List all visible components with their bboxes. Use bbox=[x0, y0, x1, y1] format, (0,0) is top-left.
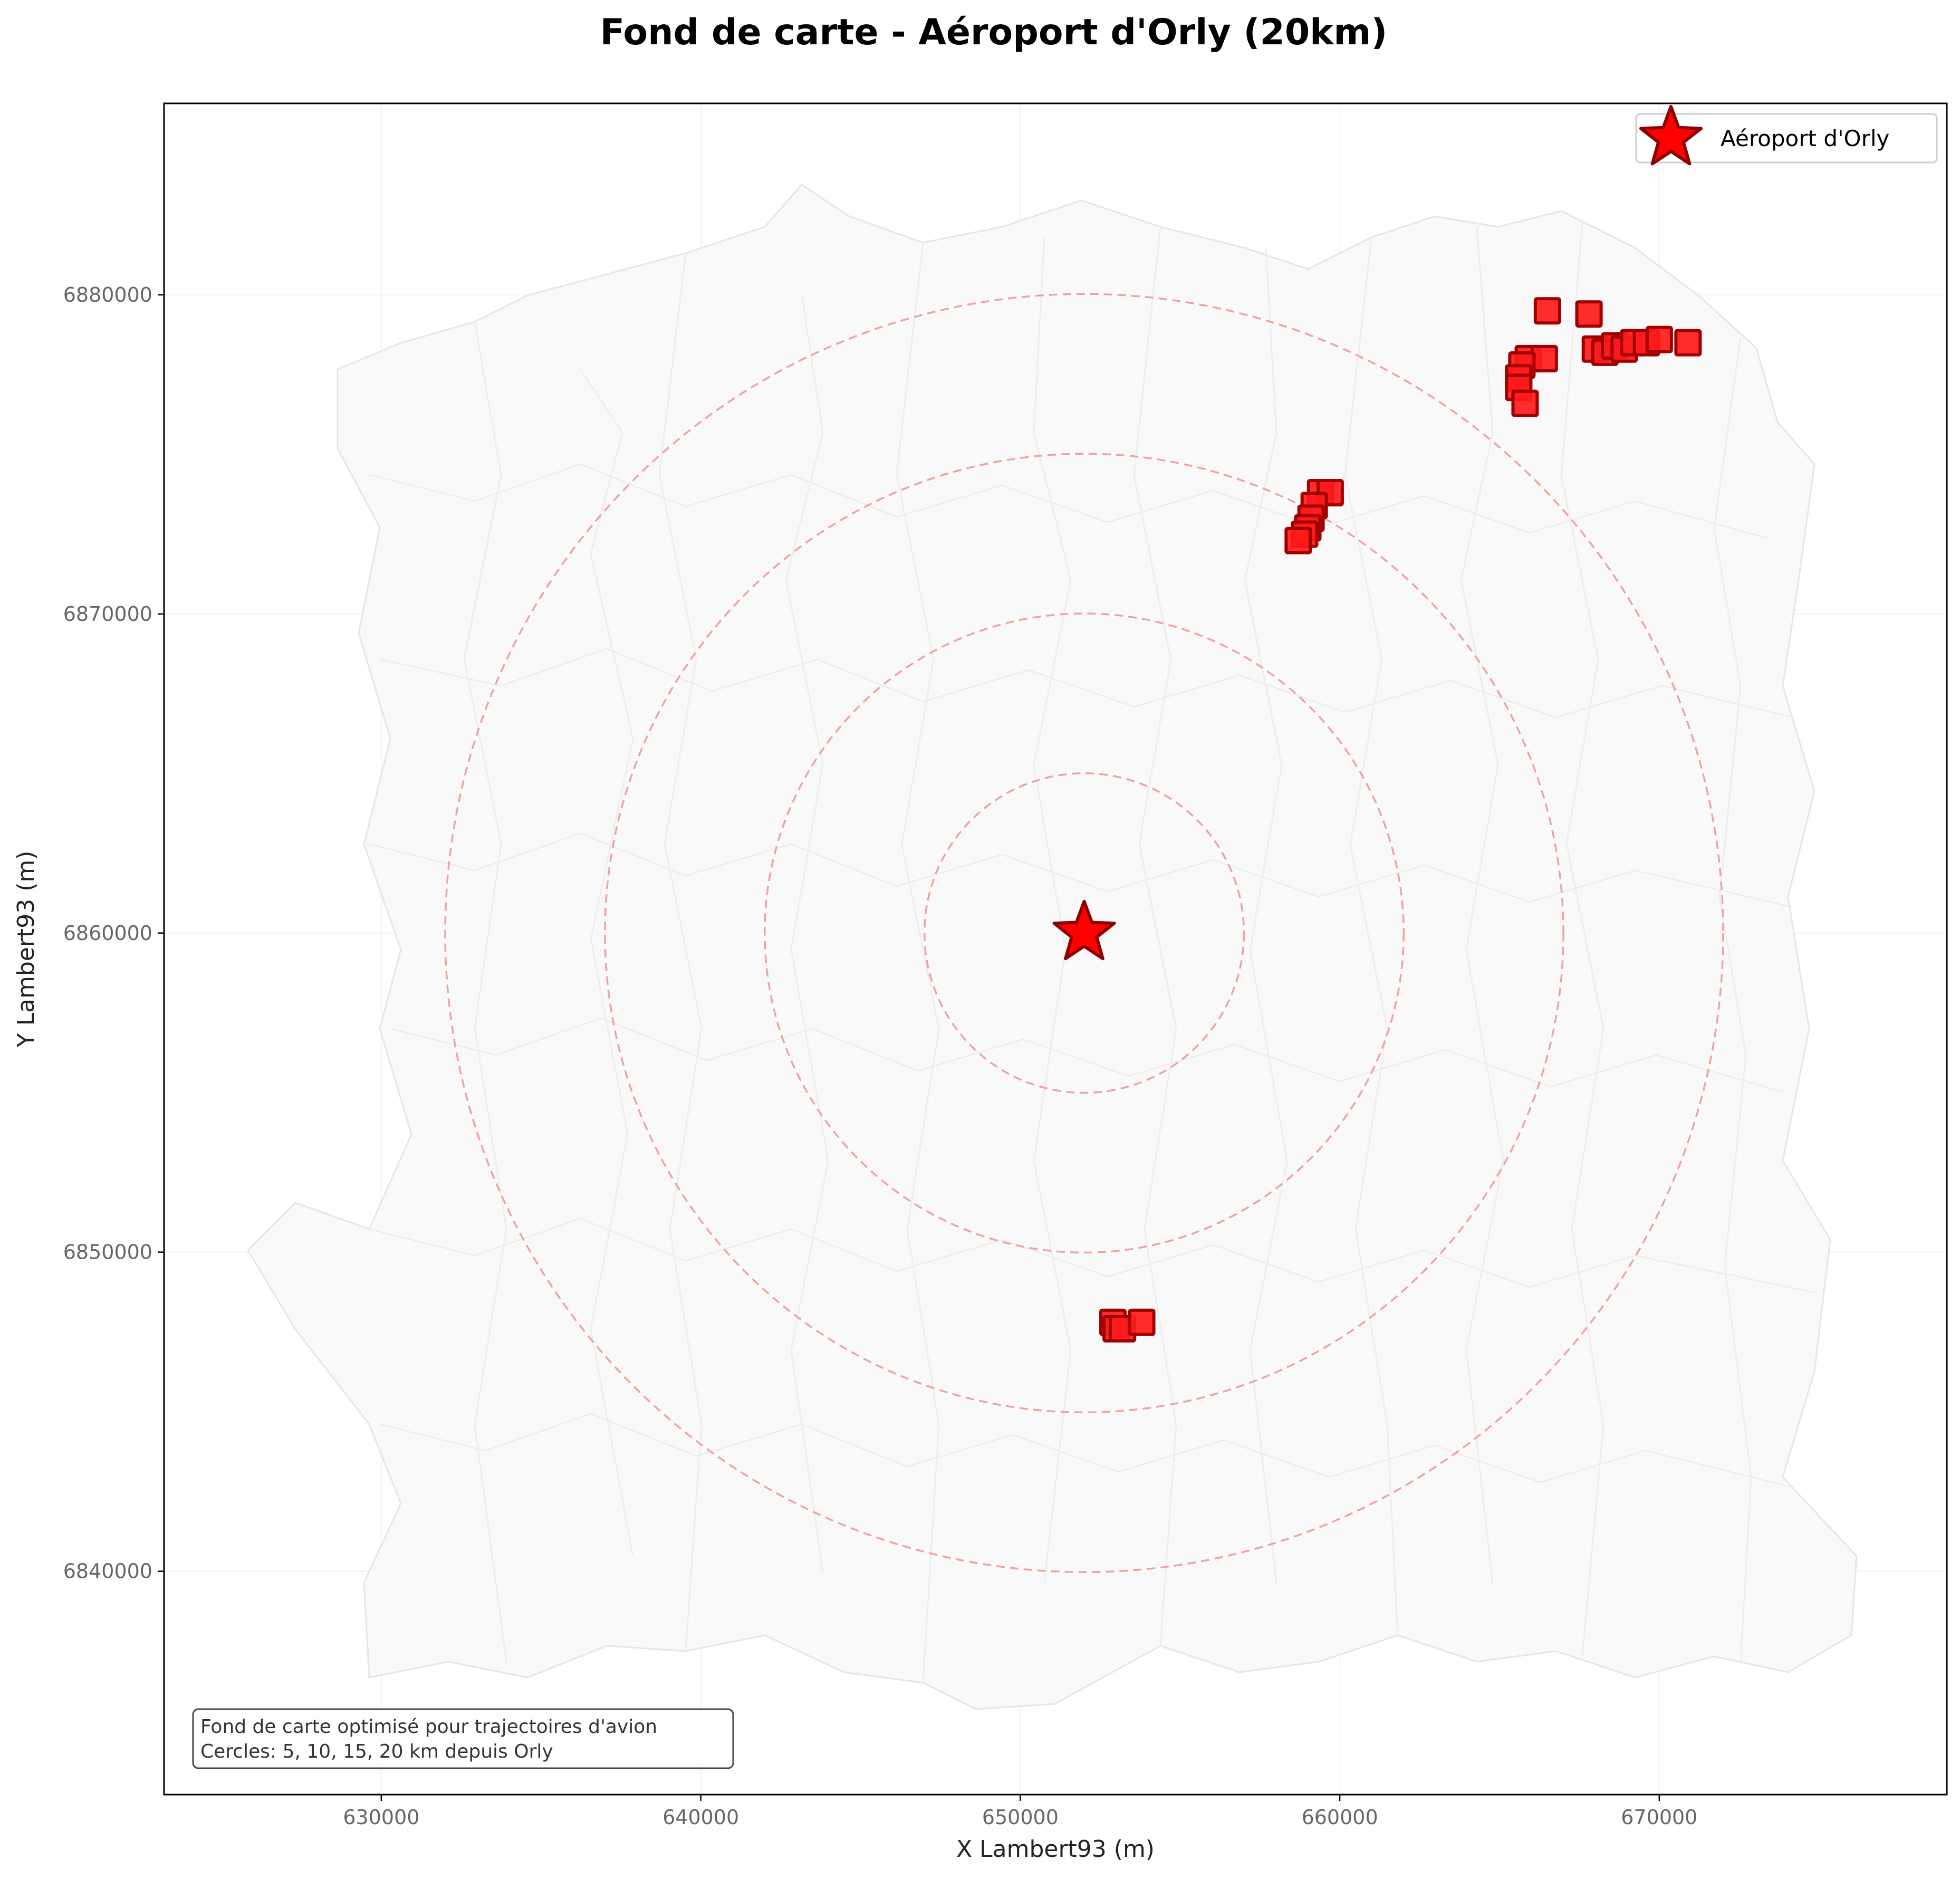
y-axis-ticks: 6840000 6850000 6860000 6870000 6880000 bbox=[63, 283, 164, 1583]
note-box: Fond de carte optimisé pour trajectoires… bbox=[192, 1708, 734, 1769]
commune-boundaries bbox=[369, 221, 1815, 1683]
basemap-outline bbox=[247, 184, 1858, 1710]
y-tick-label: 6880000 bbox=[63, 283, 152, 306]
data-point bbox=[1575, 300, 1603, 328]
chart-title: Fond de carte - Aéroport d'Orly (20km) bbox=[600, 12, 1388, 53]
data-point bbox=[1284, 526, 1312, 554]
y-tick-label: 6840000 bbox=[63, 1560, 152, 1583]
data-points bbox=[1099, 297, 1702, 1343]
data-point bbox=[1533, 297, 1561, 325]
data-point bbox=[1128, 1308, 1156, 1336]
y-tick-label: 6870000 bbox=[63, 602, 152, 626]
plot-frame bbox=[163, 102, 1948, 1796]
y-axis-label: Y Lambert93 (m) bbox=[13, 851, 40, 1048]
data-point bbox=[1511, 389, 1539, 417]
y-tick-label: 6850000 bbox=[63, 1241, 152, 1264]
distance-circle-15km bbox=[604, 453, 1564, 1414]
airport-star-marker bbox=[1052, 899, 1116, 961]
y-tick-label: 6860000 bbox=[63, 922, 152, 945]
distance-circles bbox=[444, 293, 1724, 1573]
legend-label-airport: Aéroport d'Orly bbox=[1721, 126, 1889, 151]
legend-star-shape bbox=[1639, 105, 1703, 166]
legend: Aéroport d'Orly bbox=[1635, 105, 1938, 166]
data-point bbox=[1645, 325, 1673, 353]
basemap-communes bbox=[247, 184, 1858, 1710]
note-line-1: Fond de carte optimisé pour trajectoires… bbox=[200, 1716, 657, 1738]
note-box-frame bbox=[192, 1708, 734, 1769]
distance-circle-10km bbox=[764, 612, 1405, 1254]
legend-star-icon bbox=[1639, 105, 1703, 166]
x-tick-label: 630000 bbox=[343, 1806, 419, 1829]
x-axis-ticks: 630000 640000 650000 660000 670000 bbox=[343, 1795, 1697, 1829]
data-point bbox=[1674, 329, 1702, 357]
distance-circle-20km bbox=[444, 293, 1724, 1573]
legend-box bbox=[1635, 113, 1938, 164]
data-point bbox=[1530, 344, 1558, 372]
note-line-2: Cercles: 5, 10, 15, 20 km depuis Orly bbox=[200, 1741, 553, 1762]
distance-circle-5km bbox=[923, 772, 1245, 1094]
x-tick-label: 640000 bbox=[662, 1806, 739, 1829]
airport-layer bbox=[1052, 899, 1116, 961]
x-tick-label: 650000 bbox=[982, 1806, 1059, 1829]
x-tick-label: 670000 bbox=[1621, 1806, 1697, 1829]
x-tick-label: 660000 bbox=[1302, 1806, 1378, 1829]
x-axis-label: X Lambert93 (m) bbox=[956, 1836, 1155, 1863]
